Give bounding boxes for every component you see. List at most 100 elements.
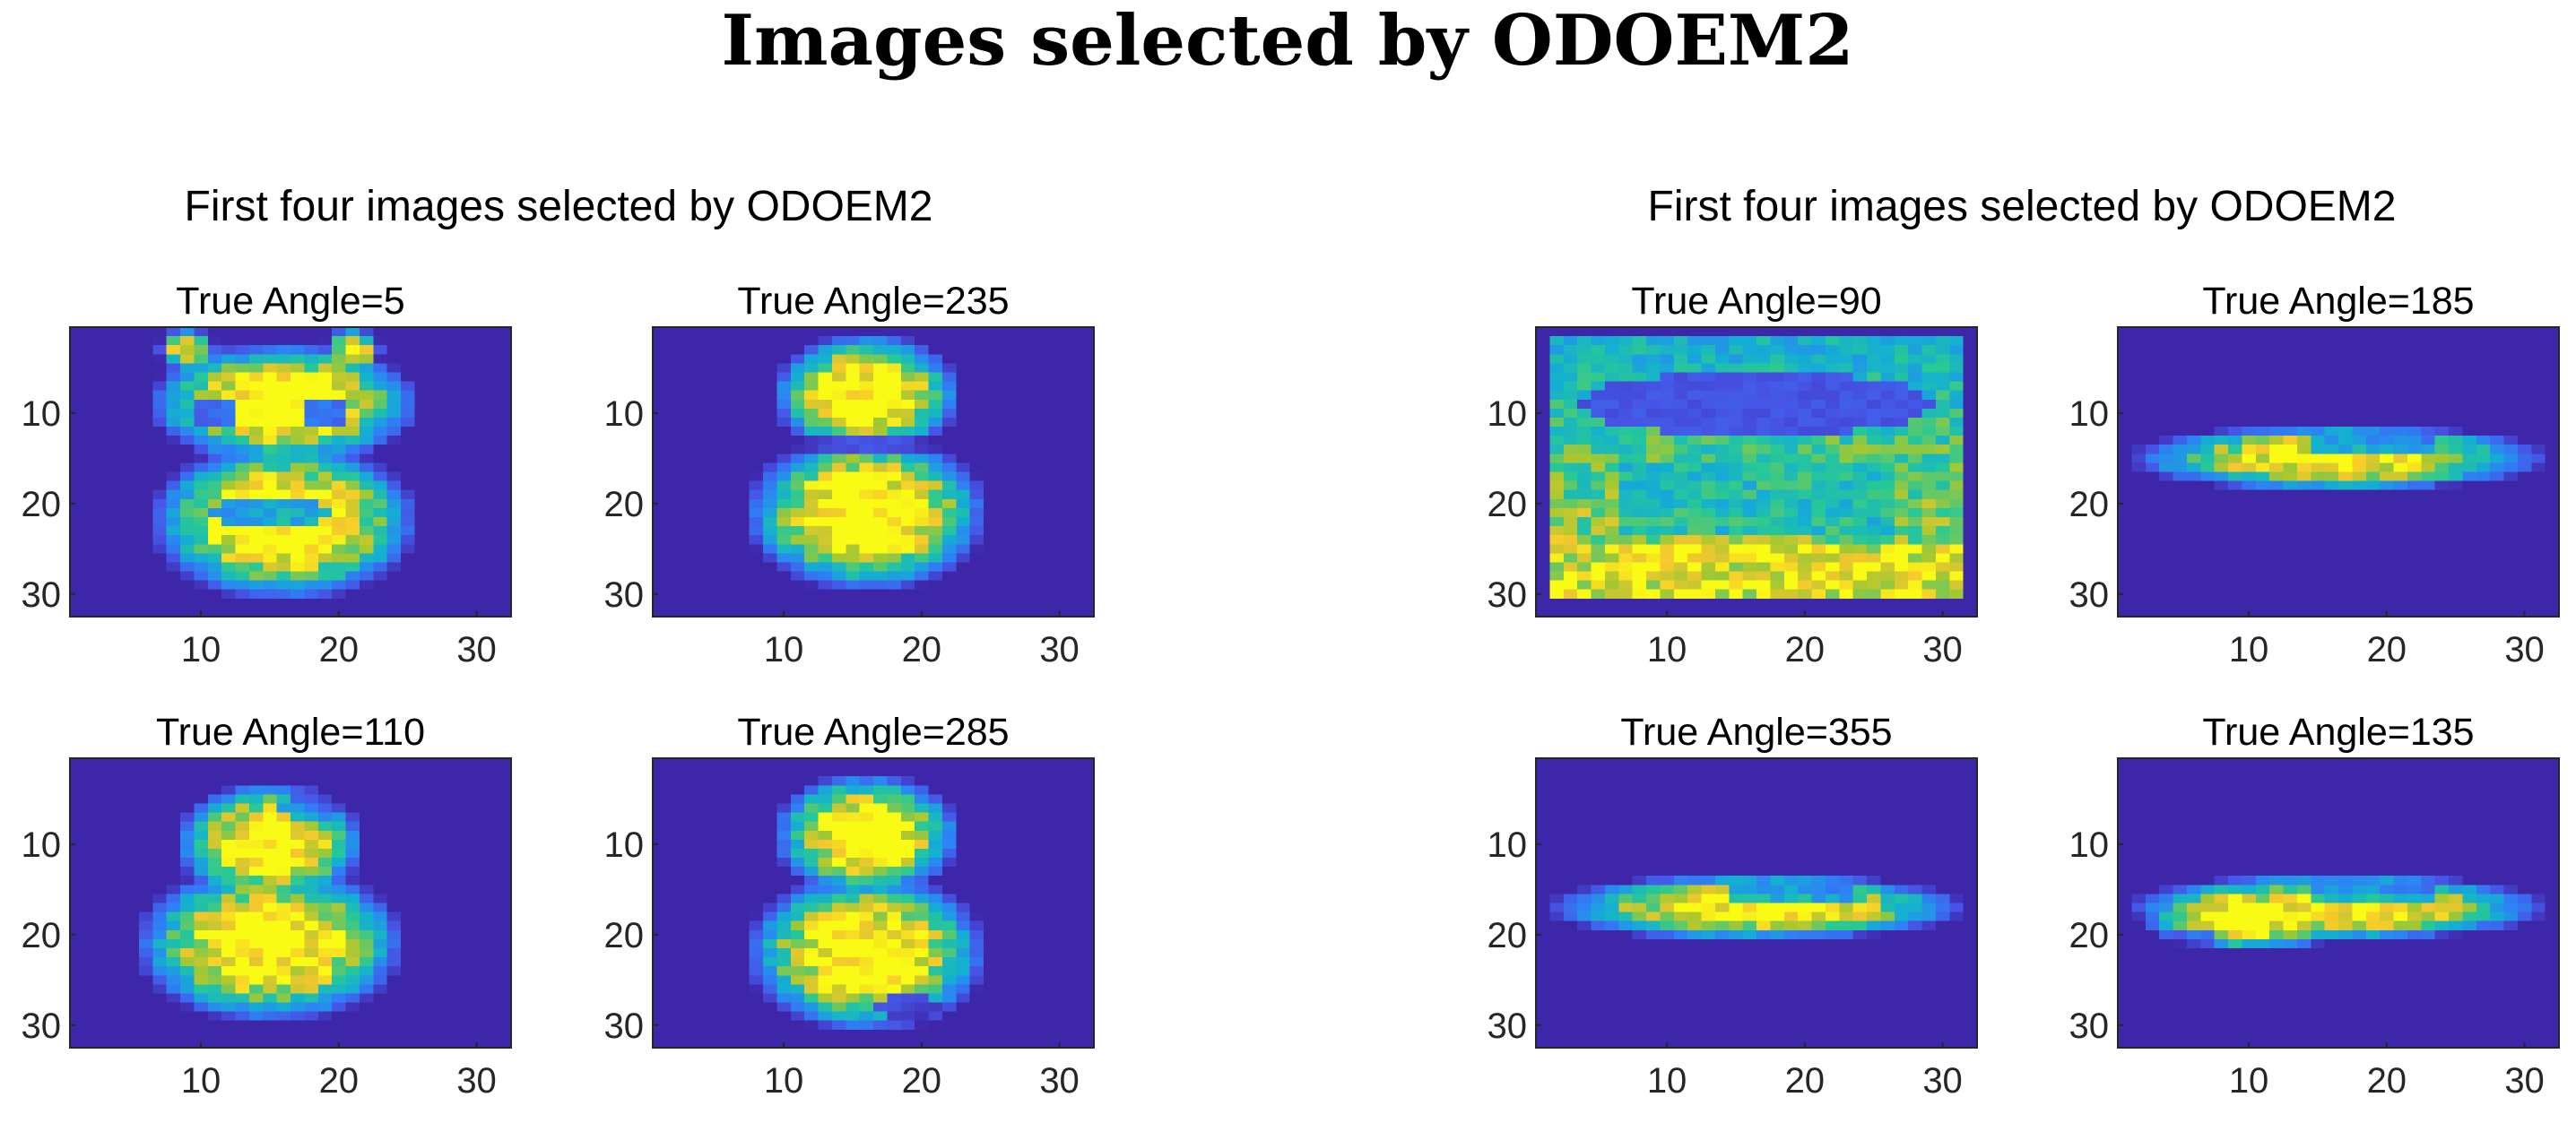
heatmap-cell [790, 498, 805, 509]
heatmap-cell [1894, 526, 1909, 536]
heatmap-cell [125, 526, 140, 536]
heatmap-cell [152, 993, 168, 1004]
heatmap-cell [359, 812, 374, 823]
heatmap-cell [1052, 920, 1067, 931]
heatmap-cell [804, 938, 820, 949]
heatmap-cell [221, 526, 237, 536]
heatmap-cell [804, 372, 820, 383]
heatmap-cell [1921, 336, 1937, 346]
heatmap-cell [735, 1011, 750, 1022]
heatmap-cell [1935, 372, 1950, 383]
heatmap-cell [386, 498, 402, 509]
heatmap-cell [1025, 821, 1040, 832]
heatmap-cell [1714, 372, 1730, 383]
heatmap-cell [317, 848, 333, 859]
heatmap-cell [1066, 993, 1081, 1004]
heatmap-cell [928, 1020, 943, 1031]
heatmap-cell [1867, 526, 1881, 536]
heatmap-cell [831, 535, 846, 545]
heatmap-cell [1038, 562, 1054, 573]
heatmap-cell [1811, 336, 1826, 346]
heatmap-cell [442, 489, 457, 500]
heatmap-cell [235, 966, 250, 976]
heatmap-cell [969, 408, 984, 419]
heatmap-cell [776, 894, 792, 904]
heatmap-cell [707, 1011, 723, 1022]
heatmap-cell [180, 848, 195, 859]
heatmap-cell [235, 984, 250, 995]
heatmap-cell [653, 1002, 667, 1013]
heatmap-cell [721, 571, 736, 582]
heatmap-cell [455, 812, 471, 823]
heatmap-cell [1591, 417, 1606, 428]
heatmap-cell [694, 381, 709, 392]
heatmap-cell [900, 327, 915, 337]
heatmap-cell [414, 390, 429, 401]
heatmap-cell [125, 390, 140, 401]
heatmap-cell [1025, 966, 1040, 976]
heatmap-cell [1839, 427, 1854, 436]
heatmap-cell [653, 885, 667, 894]
heatmap-cell [1742, 489, 1757, 500]
heatmap-cell [984, 830, 998, 841]
heatmap-cell [941, 580, 957, 591]
heatmap-cell [414, 471, 429, 482]
heatmap-cell [1025, 607, 1040, 618]
heatmap-cell [969, 445, 984, 454]
heatmap-cell [442, 471, 457, 482]
heatmap-cell [694, 957, 709, 967]
heatmap-cell [969, 938, 984, 949]
heatmap-cell [386, 363, 402, 374]
heatmap-cell [414, 767, 429, 777]
heatmap-cell [831, 408, 846, 419]
heatmap-cell [887, 436, 902, 445]
heatmap-cell [1025, 803, 1040, 814]
heatmap-cell [1660, 390, 1675, 401]
heatmap-cell [721, 839, 736, 850]
heatmap-cell [1687, 399, 1703, 410]
heatmap-cell [859, 821, 874, 832]
heatmap-cell [455, 526, 471, 536]
heatmap-cell [111, 427, 126, 436]
heatmap-cell [291, 885, 305, 894]
heatmap-cell [345, 848, 360, 859]
heatmap-cell [804, 535, 820, 545]
heatmap-cell [152, 876, 168, 885]
heatmap-cell [152, 544, 168, 554]
heatmap-cell [83, 399, 99, 410]
heatmap-cell [900, 785, 915, 795]
heatmap-cell [248, 516, 264, 527]
heatmap-cell [469, 984, 484, 995]
heatmap-cell [1038, 399, 1054, 410]
heatmap-cell [1038, 984, 1054, 995]
heatmap-cell [1591, 436, 1606, 445]
heatmap-cell [859, 535, 874, 545]
heatmap-cell [969, 911, 984, 922]
heatmap-cell [1825, 544, 1840, 554]
heatmap-cell [469, 830, 484, 841]
heatmap-cell [221, 580, 237, 591]
heatmap-cell [235, 399, 250, 410]
heatmap-cell [1604, 553, 1619, 564]
heatmap-cell [776, 408, 792, 419]
heatmap-cell [180, 947, 195, 958]
heatmap-cell [194, 417, 209, 428]
heatmap-cell [956, 498, 971, 509]
heatmap-cell [70, 858, 84, 868]
heatmap-cell [359, 894, 374, 904]
heatmap-cell [1921, 544, 1937, 554]
heatmap-cell [276, 436, 291, 445]
heatmap-cell [1577, 327, 1592, 337]
heatmap-cell [997, 812, 1012, 823]
heatmap-cell [166, 1038, 181, 1049]
heatmap-cell [401, 480, 415, 491]
heatmap-cell [1577, 445, 1592, 454]
heatmap-cell [125, 1029, 140, 1040]
heatmap-cell [887, 489, 902, 500]
heatmap-cell [497, 1011, 512, 1022]
heatmap-cell [818, 372, 833, 383]
heatmap-cell [941, 830, 957, 841]
heatmap-cell [818, 399, 833, 410]
heatmap-cell [1770, 417, 1785, 428]
